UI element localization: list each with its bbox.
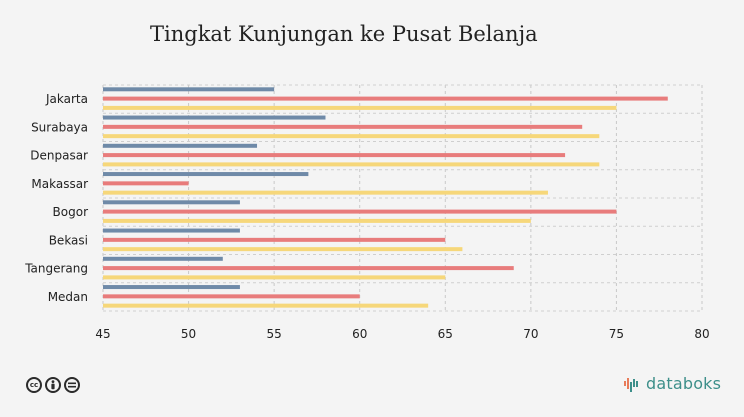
bar [103,153,566,158]
cc-icon: cc [26,377,42,393]
bar [103,181,189,186]
bar [103,303,429,308]
bar [103,143,258,148]
bar [103,105,617,110]
bar [103,275,446,280]
y-tick-label: Makassar [31,177,88,191]
y-tick-label: Bekasi [49,233,88,247]
x-tick-label: 80 [694,327,709,341]
y-tick-label: Tangerang [24,262,88,276]
bar [103,285,240,290]
bar [103,256,223,261]
bar [103,218,531,223]
bar [103,124,583,129]
x-tick-label: 75 [609,327,624,341]
bar [103,162,600,167]
bar [103,134,600,139]
nd-icon [64,377,80,393]
x-tick-label: 50 [181,327,196,341]
databoks-logo-icon [624,377,638,392]
y-tick-label: Bogor [53,205,89,219]
bar [103,200,240,205]
bar [103,209,617,214]
bar [103,115,326,120]
y-tick-label: Surabaya [31,120,88,134]
bar [103,294,360,299]
bar [103,190,548,195]
y-tick-label: Denpasar [30,149,88,163]
brand-logo: databoks [624,374,721,393]
by-icon [45,377,61,393]
y-tick-label: Medan [48,290,88,304]
bar [103,266,514,271]
bar [103,228,240,233]
brand-name: databoks [646,374,722,393]
license-icons: cc [26,377,80,393]
x-tick-label: 65 [438,327,453,341]
x-tick-label: 60 [352,327,367,341]
y-tick-label: Jakarta [45,92,88,106]
chart-title: Tingkat Kunjungan ke Pusat Belanja [150,22,538,46]
bar [103,247,463,252]
x-tick-label: 55 [267,327,282,341]
x-tick-label: 70 [523,327,538,341]
x-tick-label: 45 [95,327,110,341]
bar [103,172,309,177]
bar [103,96,668,101]
bar [103,87,275,92]
bar [103,237,446,242]
